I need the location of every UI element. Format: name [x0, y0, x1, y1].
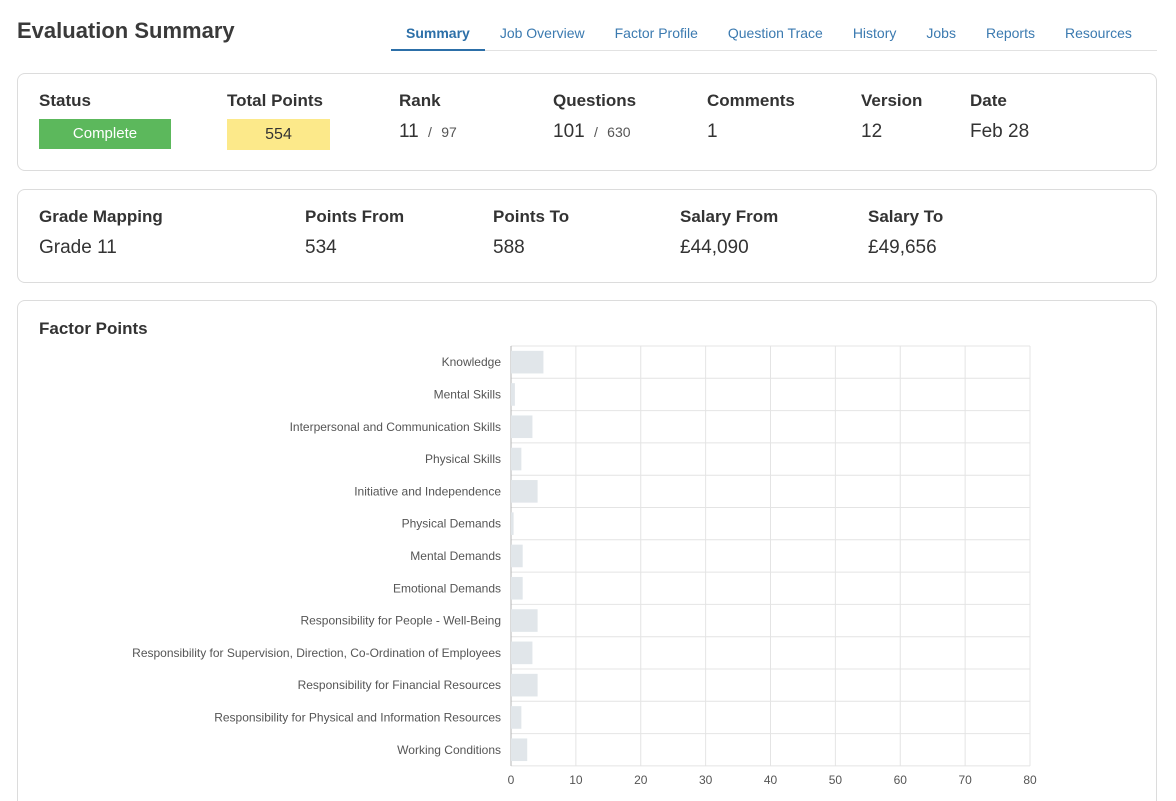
questions-value-group: 101 / 630 — [553, 121, 636, 143]
date-field: Date Feb 28 — [970, 91, 1029, 143]
chart-x-tick-label: 40 — [764, 773, 778, 787]
chart-x-tick-label: 60 — [894, 773, 908, 787]
chart-category-label: Responsibility for People - Well-Being — [300, 614, 501, 628]
tab-resources[interactable]: Resources — [1064, 25, 1132, 41]
chart-category-label: Working Conditions — [397, 743, 501, 757]
tab-history[interactable]: History — [852, 25, 897, 41]
chart-category-label: Responsibility for Supervision, Directio… — [132, 646, 501, 660]
chart-category-label: Responsibility for Physical and Informat… — [214, 710, 501, 724]
page-title: Evaluation Summary — [17, 18, 235, 43]
comments-field: Comments 1 — [707, 91, 795, 143]
chart-x-tick-label: 80 — [1023, 773, 1037, 787]
chart-bar — [511, 673, 538, 697]
factor-points-title: Factor Points — [39, 319, 148, 338]
comments-label: Comments — [707, 91, 795, 110]
tab-job-overview[interactable]: Job Overview — [499, 25, 585, 41]
factor-points-chart: Knowledge Mental Skills Interpersonal and … — [132, 345, 1037, 787]
chart-category-label: Physical Skills — [425, 452, 501, 466]
date-label: Date — [970, 91, 1007, 110]
rank-label: Rank — [399, 91, 441, 110]
chart-bar — [511, 350, 544, 374]
tab-question-trace[interactable]: Question Trace — [727, 25, 823, 41]
version-label: Version — [861, 91, 923, 110]
version-value: 12 — [861, 121, 883, 142]
tab-jobs[interactable]: Jobs — [926, 25, 956, 41]
chart-bar — [511, 609, 538, 632]
chart-category-label: Mental Demands — [410, 549, 501, 563]
rank-value: 11 — [399, 121, 419, 142]
salary-to-field: Salary To £49,656 — [868, 207, 943, 259]
chart-category-label: Physical Demands — [402, 517, 501, 531]
total-points-field: Total Points 554 — [227, 91, 330, 150]
grade-mapping-value: Grade 11 — [39, 237, 117, 258]
questions-field: Questions 101 / 630 — [553, 91, 636, 143]
salary-from-label: Salary From — [680, 207, 779, 226]
chart-x-tick-label: 20 — [634, 773, 648, 787]
chart-category-label: Responsibility for Financial Resources — [298, 678, 501, 692]
chart-x-tick-label: 30 — [699, 773, 713, 787]
rank-value-group: 11 / 97 — [399, 121, 457, 143]
grade-mapping-card: Grade Mapping Grade 11 Points From 534 P… — [17, 189, 1157, 283]
questions-total: 630 — [607, 124, 631, 140]
chart-bar — [511, 480, 538, 503]
chart-x-tick-label: 10 — [569, 773, 583, 787]
points-from-field: Points From 534 — [305, 207, 404, 259]
points-from-label: Points From — [305, 207, 405, 226]
tab-reports[interactable]: Reports — [985, 25, 1035, 41]
points-from-value: 534 — [305, 237, 337, 258]
version-field: Version 12 — [861, 91, 922, 143]
tab-summary[interactable]: Summary — [391, 16, 485, 51]
chart-bar — [511, 512, 514, 535]
date-value: Feb 28 — [970, 121, 1030, 142]
chart-x-tick-label: 70 — [958, 773, 972, 787]
points-to-field: Points To 588 — [493, 207, 569, 259]
grade-mapping-label: Grade Mapping — [39, 207, 163, 226]
status-label: Status — [39, 91, 91, 110]
chart-bar — [511, 706, 522, 729]
evaluation-status-card: Status Complete Total Points 554 Rank 11… — [17, 73, 1157, 171]
questions-separator: / — [593, 124, 598, 140]
grade-mapping-field: Grade Mapping Grade 11 — [39, 207, 163, 259]
chart-x-tick-label: 0 — [508, 773, 515, 787]
points-to-value: 588 — [493, 237, 525, 258]
chart-bar — [511, 415, 533, 439]
questions-value: 101 — [553, 121, 585, 142]
tab-factor-profile[interactable]: Factor Profile — [614, 25, 698, 41]
salary-to-label: Salary To — [868, 207, 944, 226]
chart-category-label: Interpersonal and Communication Skills — [290, 420, 501, 434]
comments-value[interactable]: 1 — [707, 121, 718, 142]
rank-field: Rank 11 / 97 — [399, 91, 457, 143]
chart-category-label: Mental Skills — [434, 387, 501, 401]
salary-from-value: £44,090 — [680, 237, 749, 258]
chart-x-tick-label: 50 — [829, 773, 843, 787]
chart-bar — [511, 383, 515, 406]
total-points-badge: 554 — [227, 119, 330, 150]
rank-total: 97 — [441, 124, 457, 140]
questions-label: Questions — [553, 91, 637, 110]
chart-bar — [511, 641, 533, 665]
factor-points-card: Factor Points Knowledge Mental Skills Inte… — [17, 300, 1157, 801]
tab-bar: Summary Job Overview Factor Profile Ques… — [391, 16, 1157, 51]
chart-bar — [511, 738, 528, 762]
status-badge: Complete — [39, 119, 171, 149]
chart-bar — [511, 544, 523, 568]
chart-category-label: Initiative and Independence — [354, 484, 501, 498]
chart-category-label: Knowledge — [442, 355, 502, 369]
total-points-label: Total Points — [227, 91, 324, 110]
chart-category-label: Emotional Demands — [393, 581, 501, 595]
salary-from-field: Salary From £44,090 — [680, 207, 778, 259]
chart-bar — [511, 447, 522, 471]
status-field: Status Complete — [39, 91, 171, 149]
rank-separator: / — [428, 124, 432, 140]
chart-bar — [511, 576, 523, 600]
salary-to-value: £49,656 — [868, 237, 937, 258]
points-to-label: Points To — [493, 207, 570, 226]
